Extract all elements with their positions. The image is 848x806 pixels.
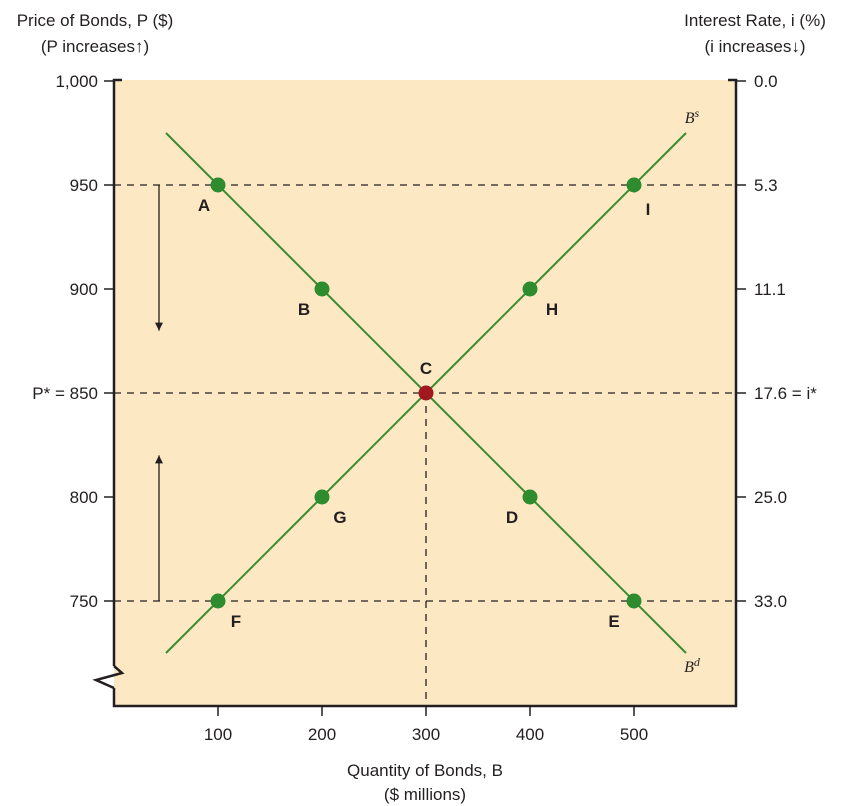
data-point-E: [626, 593, 642, 609]
y-left-tick-label: 750: [70, 592, 98, 611]
axis-break-icon: [92, 665, 125, 690]
y-left-tick-label: 950: [70, 176, 98, 195]
y-axis-left-subtitle: (P increases↑): [41, 37, 149, 56]
y-axis-left-line: [112, 78, 122, 666]
arrow-head-icon: [155, 322, 163, 331]
y-left-tick-label: 900: [70, 280, 98, 299]
point-label-H: H: [546, 300, 558, 319]
point-label-G: G: [333, 508, 346, 527]
y-left-tick-label: P* = 850: [32, 384, 98, 403]
axis-frame-line: [112, 78, 738, 708]
data-point-G: [314, 489, 330, 505]
data-point-H: [522, 281, 538, 297]
arrow-head-icon: [155, 455, 163, 464]
point-label-C: C: [420, 359, 432, 378]
point-label-F: F: [231, 612, 241, 631]
y-left-tick-label: 1,000: [55, 72, 98, 91]
point-label-I: I: [646, 200, 651, 219]
curve-label-Bs: Bs: [685, 106, 700, 127]
y-right-tick-label: 25.0: [754, 488, 787, 507]
point-label-B: B: [298, 300, 310, 319]
x-tick-label: 300: [412, 725, 440, 744]
point-label-E: E: [608, 612, 619, 631]
y-axis-left-title: Price of Bonds, P ($): [17, 11, 174, 30]
data-point-D: [522, 489, 538, 505]
y-right-tick-label: 33.0: [754, 592, 787, 611]
curve-label-Bd: Bd: [684, 655, 701, 676]
point-label-A: A: [198, 196, 210, 215]
x-axis-subtitle: ($ millions): [384, 785, 466, 804]
y-right-tick-label: 11.1: [754, 280, 786, 299]
data-point-A: [210, 177, 226, 193]
data-point-I: [626, 177, 642, 193]
point-label-D: D: [506, 508, 518, 527]
x-tick-label: 500: [620, 725, 648, 744]
x-tick-label: 100: [204, 725, 232, 744]
data-point-B: [314, 281, 330, 297]
data-point-F: [210, 593, 226, 609]
x-tick-label: 400: [516, 725, 544, 744]
x-axis-title: Quantity of Bonds, B: [347, 761, 503, 780]
y-right-tick-label: 0.0: [754, 72, 778, 91]
y-axis-right-subtitle: (i increases↓): [704, 37, 805, 56]
y-left-tick-label: 800: [70, 488, 98, 507]
y-right-tick-label: 17.6 = i*: [754, 384, 817, 403]
x-tick-label: 200: [308, 725, 336, 744]
y-right-tick-label: 5.3: [754, 176, 778, 195]
y-axis-right-title: Interest Rate, i (%): [684, 11, 826, 30]
equilibrium-point: [418, 385, 434, 401]
